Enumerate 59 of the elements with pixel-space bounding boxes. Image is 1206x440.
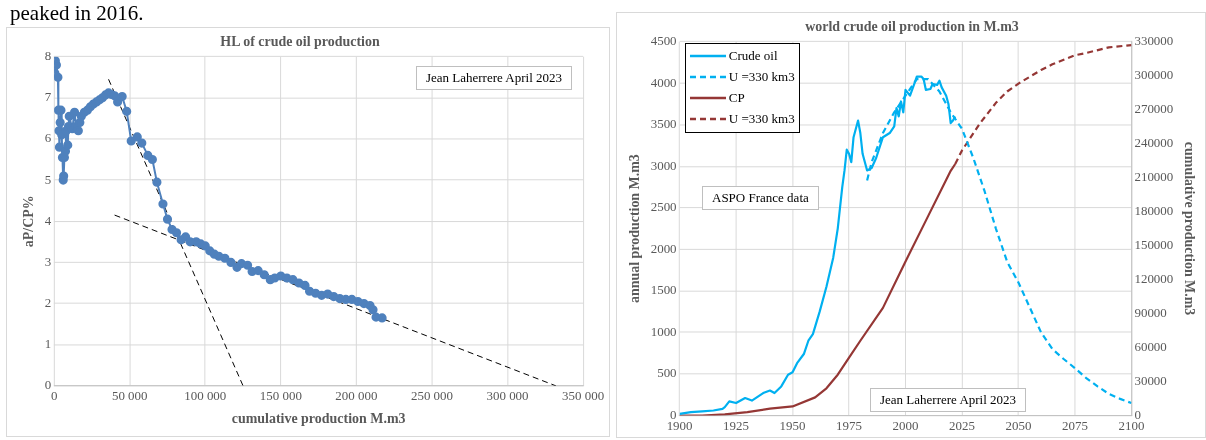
chart-title: world crude oil production in M.m3 — [805, 18, 1019, 34]
y2-tick-label: 270000 — [1134, 101, 1174, 117]
y2-tick-label: 150000 — [1134, 236, 1174, 252]
y2-tick-label: 0 — [1134, 406, 1141, 422]
x-tick-label: 2000 — [892, 417, 919, 433]
y-tick-label: 1500 — [650, 282, 677, 298]
legend-label: Crude oil — [728, 48, 778, 65]
chart-title: HL of crude oil production — [220, 33, 380, 49]
y2-tick-label: 240000 — [1134, 135, 1174, 151]
x-tick-label: 250 000 — [410, 388, 453, 403]
y-tick-label: 2500 — [650, 199, 677, 215]
y2-tick-label: 180000 — [1134, 203, 1174, 218]
annotation: ASPO France data — [702, 186, 819, 210]
x-axis-title: cumulative production M.m3 — [231, 411, 406, 427]
y-tick-label: 1 — [44, 336, 52, 352]
x-tick-label: 1950 — [779, 417, 806, 433]
y-tick-label: 4 — [44, 212, 52, 228]
y-tick-label: 0 — [44, 377, 52, 393]
y-tick-label: 0 — [670, 406, 677, 422]
x-tick-label: 150 000 — [259, 388, 302, 403]
legend-label: U =330 km3 — [728, 111, 795, 128]
y-tick-label: 500 — [657, 365, 677, 381]
y-axis-title: annual production M.m3 — [626, 154, 642, 303]
y2-tick-label: 330000 — [1134, 33, 1174, 49]
y-tick-label: 5 — [44, 171, 52, 187]
y2-tick-label: 30000 — [1134, 372, 1167, 388]
y2-axis-title: cumulative production M.m3 — [1182, 141, 1198, 316]
y2-tick-label: 120000 — [1134, 270, 1174, 286]
y-tick-label: 4500 — [650, 33, 677, 49]
legend-label: CP — [728, 90, 745, 107]
x-tick-label: 2075 — [1062, 417, 1088, 433]
x-tick-label: 50 000 — [111, 388, 148, 403]
y-tick-label: 1000 — [650, 323, 677, 339]
y-tick-label: 3500 — [650, 116, 677, 132]
x-tick-label: 2050 — [1005, 417, 1032, 433]
y-tick-label: 2 — [44, 294, 52, 310]
text: peaked in 2016. — [10, 1, 144, 25]
y2-tick-label: 300000 — [1134, 67, 1174, 83]
y-axis-title: aP/CP% — [20, 195, 36, 248]
y2-tick-label: 210000 — [1134, 169, 1174, 185]
legend-label: U =330 km3 — [728, 69, 795, 86]
x-tick-label: 100 000 — [184, 388, 227, 403]
x-tick-label: 200 000 — [335, 388, 378, 403]
y-tick-label: 6 — [44, 130, 52, 146]
y-tick-label: 7 — [44, 89, 52, 105]
annotation: Jean Laherrere April 2023 — [870, 388, 1027, 412]
y-tick-label: 3000 — [650, 157, 677, 173]
x-tick-label: 350 000 — [562, 388, 605, 403]
y-tick-label: 2000 — [650, 240, 677, 256]
y2-tick-label: 60000 — [1134, 338, 1167, 354]
y2-tick-label: 90000 — [1134, 304, 1167, 320]
y-tick-label: 4000 — [650, 74, 677, 90]
x-tick-label: 2025 — [949, 417, 975, 433]
x-tick-label: 1975 — [836, 417, 862, 433]
y-tick-label: 3 — [44, 253, 52, 269]
x-tick-label: 300 000 — [486, 388, 529, 403]
annotation: Jean Laherrere April 2023 — [415, 66, 572, 90]
x-tick-label: 1925 — [723, 417, 750, 433]
y-tick-label: 8 — [44, 48, 52, 64]
